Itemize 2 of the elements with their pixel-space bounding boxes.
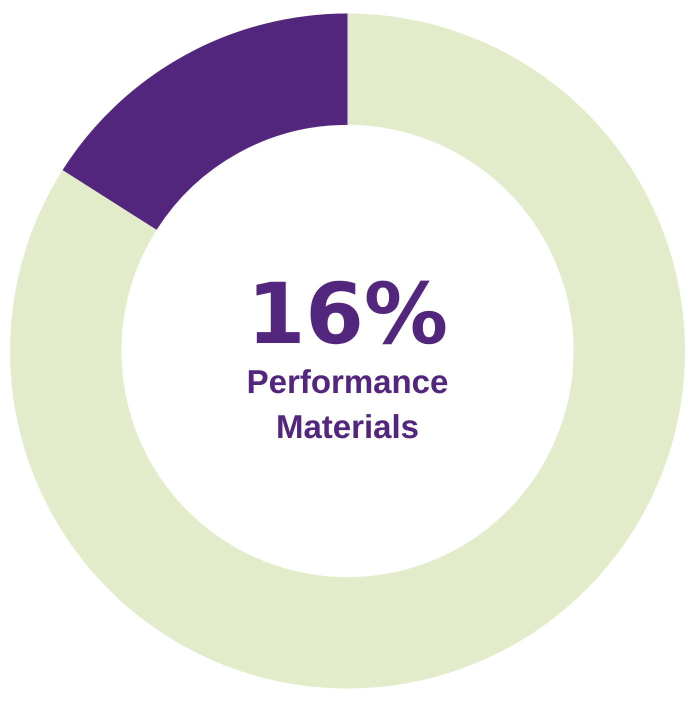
slice-label: Performance Materials [246,363,448,445]
data-label: 16% [246,265,448,363]
